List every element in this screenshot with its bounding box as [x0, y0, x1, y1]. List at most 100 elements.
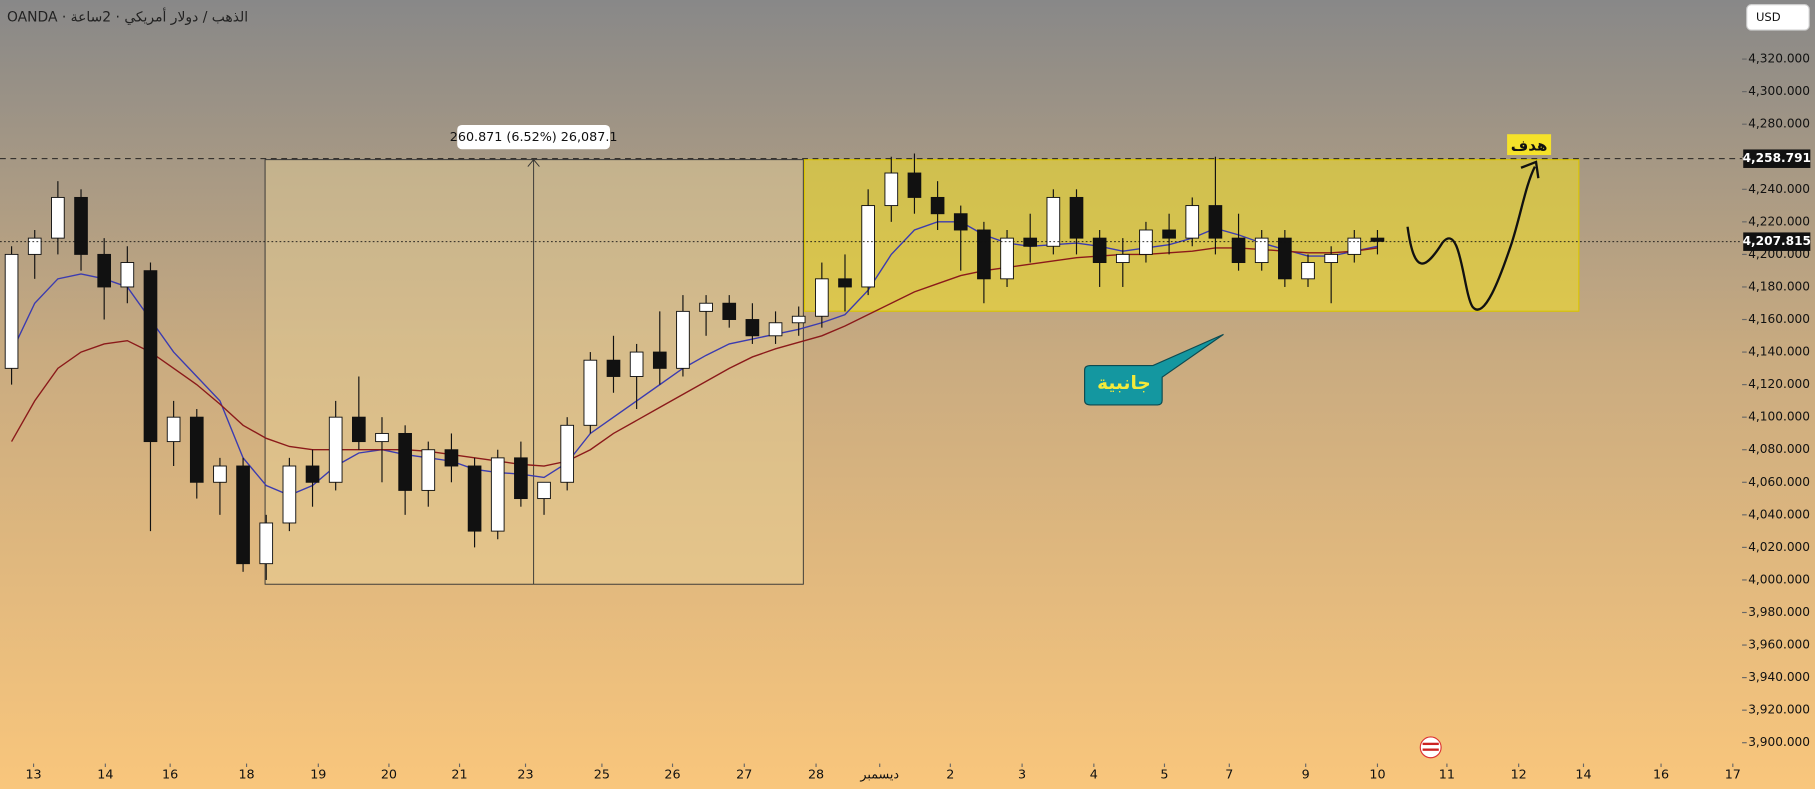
candle-body	[699, 302, 713, 312]
price-label: 4,207.815	[1743, 234, 1811, 248]
y-tick-label: 4,280.000	[1748, 117, 1810, 131]
candle-body	[398, 432, 412, 491]
candle-body	[1301, 262, 1315, 280]
candle-body	[560, 424, 575, 483]
symbol-header: OANDA · الذهب / دولار أمريكي · 2ساعة	[7, 7, 248, 25]
candle-body	[537, 481, 551, 500]
candle-body	[1254, 237, 1269, 264]
candle-body	[375, 432, 389, 443]
x-tick-label: 7	[1225, 767, 1233, 782]
candle-body	[606, 359, 621, 377]
x-tick-label: 19	[310, 767, 326, 782]
candle-body	[213, 465, 227, 483]
measure-label: 260.871 (6.52%) 26,087.1	[450, 129, 618, 144]
candle-body	[652, 351, 667, 369]
x-tick-label: 13	[25, 767, 41, 782]
candle-body	[815, 278, 829, 317]
candle-body	[1115, 253, 1130, 264]
candle-body	[189, 416, 204, 483]
candle-body	[629, 351, 644, 377]
candle-body	[421, 449, 436, 491]
x-tick-label: ديسمبر	[859, 767, 899, 783]
candle-body	[930, 196, 945, 215]
y-tick-label: 4,060.000	[1748, 475, 1810, 489]
currency-label[interactable]: USD	[1756, 10, 1781, 24]
callout-shape	[1084, 333, 1224, 406]
candle-body	[722, 302, 737, 320]
y-tick-label: 3,940.000	[1748, 670, 1810, 684]
x-tick-label: 3	[1018, 767, 1026, 782]
candle-body	[907, 172, 922, 198]
candle-body	[259, 522, 274, 565]
candle-body	[143, 270, 158, 443]
x-tick-label: 5	[1160, 767, 1168, 782]
x-tick-label: 23	[517, 767, 533, 782]
x-tick-label: 4	[1090, 767, 1098, 782]
candle-body	[1278, 237, 1292, 280]
candle-body	[282, 465, 297, 524]
candle-body	[861, 205, 875, 288]
event-flag-stripe	[1422, 748, 1439, 751]
y-tick-label: 3,900.000	[1748, 735, 1810, 749]
candle-body	[166, 416, 181, 443]
y-tick-label: 4,140.000	[1748, 345, 1810, 359]
candle-body	[1069, 196, 1084, 239]
candle-body	[51, 196, 65, 239]
candle-body	[1185, 205, 1200, 239]
candle-body	[490, 457, 505, 532]
candle-body	[305, 465, 320, 483]
x-tick-label: 18	[238, 767, 254, 782]
y-tick-label: 3,960.000	[1748, 638, 1810, 652]
x-tick-label: 2	[946, 767, 954, 782]
candle-body	[745, 319, 760, 337]
x-tick-label: 16	[1653, 767, 1669, 782]
candle-body	[1208, 205, 1223, 239]
x-tick-label: 17	[1725, 767, 1741, 782]
x-tick-label: 28	[808, 767, 824, 782]
candle-body	[120, 262, 135, 288]
candle-body	[1162, 229, 1176, 239]
y-tick-label: 4,180.000	[1748, 279, 1810, 293]
candle-body	[4, 253, 19, 369]
price-label-box	[1743, 232, 1811, 251]
price-label-box	[1743, 149, 1811, 168]
candle-body	[1000, 237, 1014, 280]
x-tick-label: 25	[594, 767, 610, 782]
y-tick-label: 4,100.000	[1748, 410, 1810, 424]
y-tick-label: 4,300.000	[1748, 84, 1810, 98]
x-tick-label: 9	[1302, 767, 1310, 782]
candle-body	[768, 322, 783, 337]
candle-body	[791, 315, 806, 324]
y-tick-label: 4,220.000	[1748, 214, 1810, 228]
candle-body	[1046, 196, 1061, 247]
candle-body	[1231, 237, 1246, 264]
candle-body	[838, 278, 852, 288]
event-flag[interactable]	[1419, 736, 1442, 759]
measure-label-box	[457, 124, 611, 150]
plot	[4, 153, 1385, 580]
projection-path	[1406, 166, 1536, 311]
x-tick-label: 14	[1575, 767, 1591, 782]
event-flag-stripe	[1422, 742, 1439, 746]
y-tick-label: 4,080.000	[1748, 442, 1810, 456]
candle-body	[236, 465, 250, 565]
projection-arrow-head	[1520, 160, 1540, 179]
candle-body	[97, 253, 112, 288]
candle-body	[444, 449, 459, 467]
y-tick-label: 4,000.000	[1748, 572, 1810, 586]
candle-body	[1324, 253, 1338, 264]
candle-body	[27, 237, 42, 255]
y-tick-label: 4,320.000	[1748, 52, 1810, 66]
x-tick-label: 10	[1369, 767, 1385, 782]
y-tick-label: 4,040.000	[1748, 507, 1810, 521]
candle-body	[676, 310, 690, 369]
candle-body	[977, 229, 991, 280]
currency-button[interactable]	[1746, 4, 1810, 31]
x-tick-label: 16	[162, 767, 178, 782]
price-label: 4,258.791	[1743, 151, 1811, 165]
target-box	[1507, 134, 1552, 156]
y-tick-label: 3,920.000	[1748, 703, 1810, 717]
candle-body	[1347, 237, 1362, 255]
target-label: هدف	[1511, 136, 1548, 154]
